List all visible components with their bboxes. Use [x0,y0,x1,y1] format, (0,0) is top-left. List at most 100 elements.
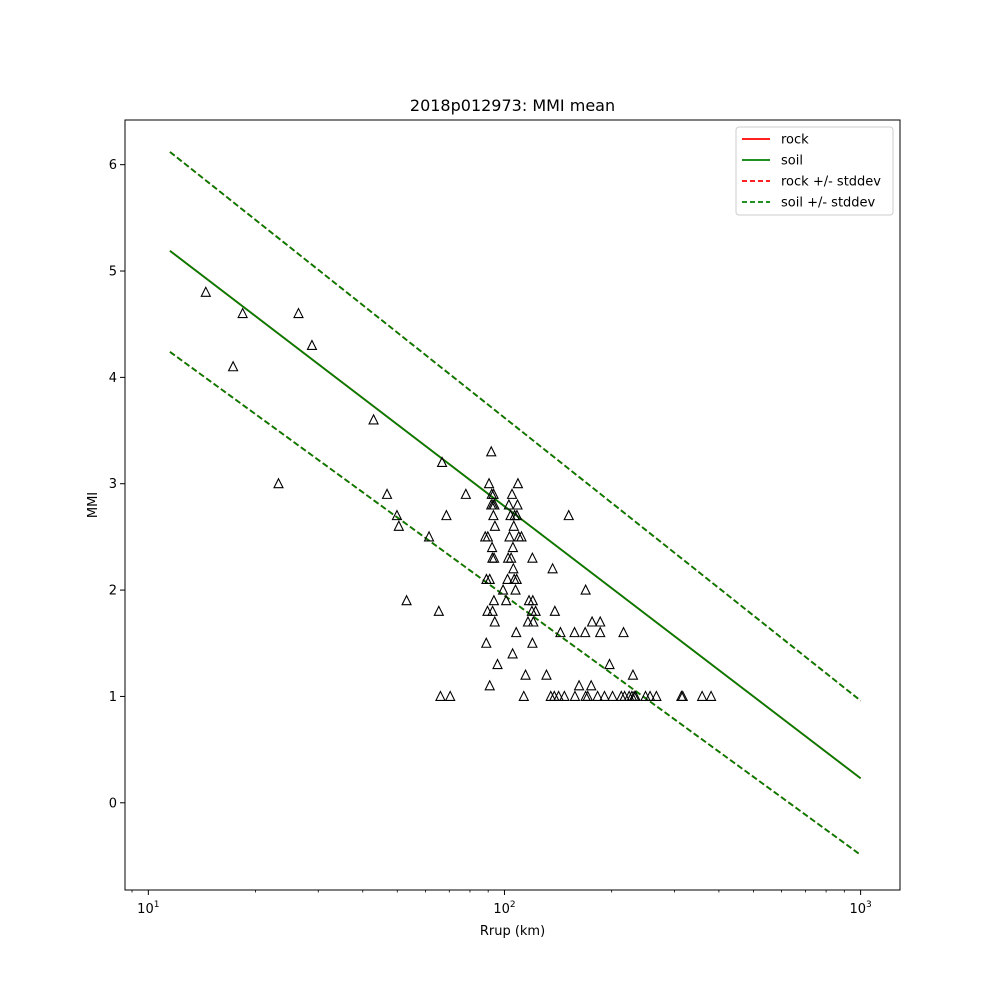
observation-point [607,690,618,701]
observation-point [516,530,527,542]
observation-point [558,690,570,701]
soil-stddev-upper-line [169,151,862,702]
observation-point [492,658,503,670]
observation-point [444,690,456,701]
y-tick-label: 5 [109,265,117,280]
y-tick-label: 4 [109,371,117,386]
observation-point [586,615,598,627]
observation-point [460,488,472,499]
observation-point [573,679,585,691]
observation-point [368,413,379,425]
plot-frame [124,119,901,891]
observation-point [527,637,538,648]
observation-point [527,594,539,606]
legend-label-rock: rock [781,133,809,148]
observation-point [630,690,641,701]
observation-point [441,509,452,521]
observation-points [200,286,717,701]
observation-point [485,445,497,457]
y-tick-label: 2 [109,584,117,599]
observation-point [489,615,501,627]
observation-point [237,307,249,319]
observation-point [592,690,603,701]
observation-point [618,626,629,638]
observation-point [705,690,717,701]
observation-point [381,488,393,499]
observation-point [293,307,304,319]
observation-point [563,509,575,521]
observation-point [505,551,517,563]
observation-point [391,509,403,521]
y-tick-label: 0 [109,796,117,811]
observation-point [569,626,580,638]
observation-point [511,509,523,521]
legend-label-soil: soil [781,154,803,169]
observation-point [480,637,492,648]
observation-point [500,594,512,606]
observation-point [549,605,561,616]
observation-point [489,498,500,510]
observation-point [488,551,500,563]
observation-point [507,562,519,574]
observation-point [483,477,495,489]
observation-point [511,573,523,584]
observation-point [486,541,498,553]
observation-point [436,456,448,468]
observation-point [512,498,523,510]
observation-point [502,573,513,584]
x-tick-label: 102 [493,900,515,917]
observation-point [530,605,541,616]
legend-label-soil-stddev: soil +/- stddev [781,196,876,211]
observation-point [487,605,498,616]
observation-point [520,668,531,680]
soil-stddev-lower-line [169,351,862,856]
observation-point [585,679,597,691]
legend-box [735,126,894,216]
observation-point [599,690,610,701]
observation-point [555,626,566,638]
observation-point [604,658,615,670]
observation-point [650,690,662,701]
observation-point [696,690,708,701]
observation-point [580,583,592,595]
observation-point [594,615,606,627]
observation-point [594,626,606,638]
observation-point [507,647,518,659]
y-tick-label: 1 [109,690,117,705]
y-tick-label: 3 [109,477,117,492]
x-axis: 101 102 103 [131,890,872,917]
observation-point [484,679,496,691]
observation-point [489,520,501,531]
observation-point [512,477,524,489]
observation-point [503,498,515,510]
observation-point [273,477,284,489]
y-tick-label: 6 [109,158,117,173]
observation-point [401,594,412,606]
observation-point [507,541,519,553]
observation-point [527,615,539,627]
observation-point [497,583,509,595]
legend: rock soil rock +/- stddev soil +/- stddev [735,126,894,216]
observation-point [423,530,435,542]
observation-point [227,360,239,372]
observation-point [522,615,534,627]
observation-point [541,668,552,680]
observation-point [569,690,581,701]
chart-title: 2018p012973: MMI mean [410,96,615,115]
observation-point [435,690,446,701]
observation-point [306,339,318,351]
observation-point [488,488,499,499]
x-axis-label: Rrup (km) [480,924,545,939]
observation-point [504,530,515,542]
x-tick-label: 101 [137,900,159,917]
observation-point [518,690,530,701]
observation-point [579,626,591,638]
x-tick-label: 103 [849,900,871,917]
plot-lines [169,151,862,856]
observation-point [627,668,639,680]
observation-point [553,690,564,701]
observation-point [200,286,212,297]
observation-point [484,573,496,584]
legend-label-rock-stddev: rock +/- stddev [781,175,881,190]
